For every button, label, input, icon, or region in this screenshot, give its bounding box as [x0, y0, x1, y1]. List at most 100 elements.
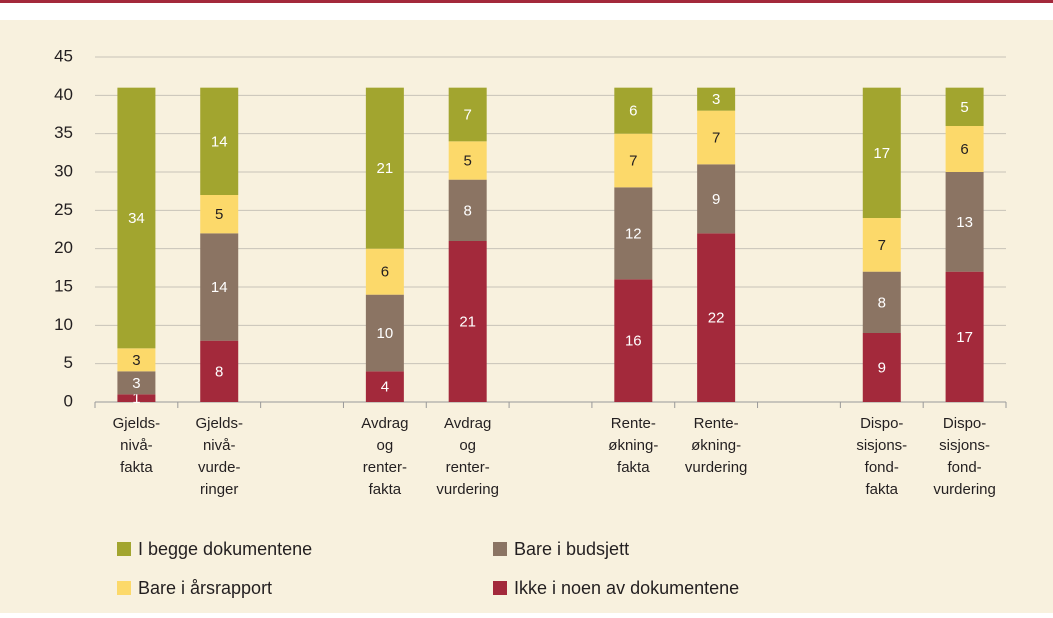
data-label: 4	[381, 379, 389, 396]
data-label: 6	[381, 264, 389, 281]
x-tick-label: nivå-	[120, 437, 153, 454]
legend-swatch	[493, 542, 507, 556]
bar-segment	[945, 126, 984, 172]
data-label: 16	[625, 333, 642, 350]
y-tick-label: 20	[54, 238, 73, 257]
legend-label: Bare i årsrapport	[138, 578, 272, 598]
bar-segment	[945, 271, 984, 402]
bar-segment	[614, 133, 653, 188]
x-tick-label: ringer	[200, 481, 238, 498]
bar-segment	[697, 164, 736, 234]
bar-segment	[200, 340, 239, 402]
data-label: 8	[215, 363, 223, 380]
x-tick-label: fakta	[120, 459, 153, 476]
bar-segment	[945, 87, 984, 126]
x-tick-label: fakta	[866, 481, 899, 498]
bar-segment	[117, 348, 156, 372]
data-label: 8	[878, 294, 886, 311]
bar-segment	[614, 279, 653, 402]
bar-segment	[448, 179, 487, 241]
bar-segment	[200, 87, 239, 195]
data-label: 21	[459, 313, 476, 330]
x-tick-label: økning-	[608, 437, 658, 454]
data-label: 8	[464, 202, 472, 219]
top-rule	[0, 0, 1053, 3]
x-tick-label: Dispo-	[943, 415, 986, 432]
x-tick-label: renter-	[363, 459, 407, 476]
y-tick-label: 40	[54, 85, 73, 104]
legend-label: Bare i budsjett	[514, 539, 629, 559]
data-label: 17	[873, 145, 890, 162]
data-label: 6	[960, 141, 968, 158]
x-tick-label: Rente-	[694, 415, 739, 432]
x-tick-label: sisjons-	[939, 437, 990, 454]
data-label: 14	[211, 133, 228, 150]
data-label: 7	[878, 237, 886, 254]
data-label: 22	[708, 310, 725, 327]
y-tick-label: 5	[64, 353, 73, 372]
data-label: 6	[629, 103, 637, 120]
x-tick-label: Gjelds-	[195, 415, 243, 432]
bar-segment	[365, 294, 404, 372]
x-tick-label: Gjelds-	[113, 415, 161, 432]
data-label: 9	[878, 359, 886, 376]
data-label: 17	[956, 329, 973, 346]
bar-segment	[448, 241, 487, 402]
bar-segment	[365, 371, 404, 402]
bar-segment	[448, 87, 487, 142]
data-label: 13	[956, 214, 973, 231]
x-tick-label: og	[459, 437, 476, 454]
y-tick-label: 30	[54, 161, 73, 180]
bar-segment	[697, 87, 736, 111]
bar-segment	[448, 141, 487, 180]
legend-swatch	[117, 581, 131, 595]
bar-segment	[862, 333, 901, 402]
y-tick-label: 45	[54, 46, 73, 65]
data-label: 12	[625, 225, 642, 242]
data-label: 7	[464, 106, 472, 123]
bar-segment	[614, 87, 653, 134]
data-label: 3	[132, 352, 140, 369]
bar-segment	[614, 187, 653, 280]
legend-label: Ikke i noen av dokumentene	[514, 578, 739, 598]
bar-segment	[117, 394, 156, 402]
x-tick-label: fakta	[369, 481, 402, 498]
y-tick-label: 25	[54, 200, 73, 219]
bar-segment	[117, 87, 156, 349]
bar-segment	[862, 218, 901, 272]
x-tick-label: vurdering	[933, 481, 996, 498]
data-label: 9	[712, 191, 720, 208]
x-tick-label: Avdrag	[361, 415, 408, 432]
data-label: 34	[128, 210, 145, 227]
bar-segment	[200, 195, 239, 234]
x-tick-label: nivå-	[203, 437, 236, 454]
legend-label: I begge dokumentene	[138, 539, 312, 559]
data-label: 7	[629, 152, 637, 169]
x-tick-label: vurdering	[685, 459, 748, 476]
bar-segment	[200, 233, 239, 341]
data-label: 10	[377, 325, 394, 342]
bar-segment	[365, 248, 404, 295]
data-label: 14	[211, 279, 228, 296]
y-tick-label: 0	[64, 391, 73, 410]
y-tick-label: 15	[54, 276, 73, 295]
x-tick-label: Avdrag	[444, 415, 491, 432]
x-tick-label: Dispo-	[860, 415, 903, 432]
data-label: 5	[215, 206, 223, 223]
y-tick-label: 10	[54, 315, 73, 334]
bar-segment	[697, 233, 736, 402]
data-label: 3	[712, 91, 720, 108]
bar-segment	[697, 110, 736, 165]
bar-segment	[862, 87, 901, 219]
data-label: 21	[377, 160, 394, 177]
data-label: 5	[960, 99, 968, 116]
x-tick-label: fond-	[947, 459, 981, 476]
x-tick-label: fond-	[865, 459, 899, 476]
bar-segment	[945, 172, 984, 272]
x-tick-label: vurdering	[436, 481, 499, 498]
x-tick-label: renter-	[446, 459, 490, 476]
legend-swatch	[493, 581, 507, 595]
x-tick-label: sisjons-	[856, 437, 907, 454]
data-label: 5	[464, 152, 472, 169]
